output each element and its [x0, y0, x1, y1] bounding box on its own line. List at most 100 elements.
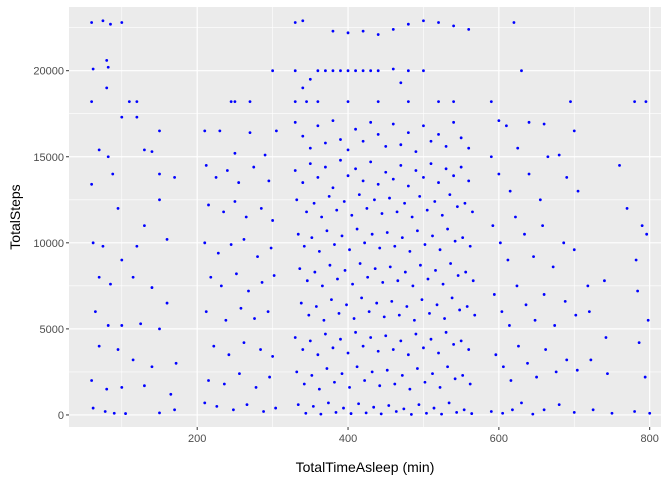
data-point — [419, 263, 422, 267]
data-point — [618, 163, 621, 167]
data-point — [97, 344, 101, 348]
data-point — [271, 219, 275, 222]
data-point — [375, 301, 379, 305]
data-point — [316, 176, 320, 179]
data-point — [385, 231, 389, 234]
data-point — [348, 386, 351, 389]
data-point — [376, 33, 380, 36]
data-point — [267, 179, 271, 183]
data-point — [116, 348, 120, 351]
data-point — [462, 408, 466, 412]
data-point — [459, 339, 463, 343]
data-point — [489, 155, 493, 159]
data-point — [406, 184, 410, 188]
data-point — [450, 296, 454, 300]
data-point — [239, 306, 243, 310]
data-point — [403, 201, 406, 205]
data-point — [106, 324, 110, 327]
gridlines — [69, 7, 661, 427]
data-point — [337, 311, 341, 315]
data-point — [325, 229, 329, 233]
data-point — [143, 384, 146, 388]
data-point — [301, 348, 305, 351]
data-point — [295, 198, 299, 202]
data-point — [357, 193, 361, 197]
data-point — [527, 172, 531, 176]
data-point — [242, 237, 246, 241]
data-point — [293, 336, 297, 339]
data-point — [491, 224, 495, 228]
data-point — [336, 277, 339, 281]
data-point — [349, 412, 353, 415]
data-point — [350, 213, 354, 217]
data-point — [391, 67, 395, 71]
data-point — [354, 167, 357, 171]
data-point — [233, 100, 237, 104]
data-point — [135, 115, 139, 119]
data-point — [331, 119, 335, 123]
data-point — [105, 387, 109, 391]
data-point — [214, 176, 218, 179]
data-point — [527, 120, 531, 124]
data-point — [238, 372, 241, 376]
data-point — [376, 69, 380, 73]
data-point — [331, 29, 335, 33]
data-point — [388, 196, 391, 200]
data-point — [640, 224, 644, 228]
data-point — [358, 262, 362, 265]
data-point — [127, 100, 131, 104]
data-point — [245, 403, 249, 407]
data-point — [400, 236, 404, 240]
data-point — [381, 281, 385, 284]
data-point — [370, 232, 374, 236]
data-point — [425, 411, 428, 415]
data-point — [441, 282, 445, 286]
data-point — [405, 305, 409, 308]
data-point — [542, 408, 546, 412]
data-point — [408, 387, 412, 391]
data-point — [497, 119, 501, 123]
data-point — [106, 65, 110, 69]
data-point — [333, 243, 336, 246]
data-point — [364, 411, 368, 415]
data-point — [165, 237, 169, 241]
data-point — [259, 206, 263, 210]
data-point — [610, 411, 614, 415]
data-point — [158, 198, 161, 202]
data-point — [361, 179, 365, 183]
data-point — [423, 243, 427, 246]
data-point — [105, 58, 109, 62]
data-point — [574, 313, 578, 317]
data-point — [446, 227, 449, 231]
data-point — [420, 298, 424, 302]
data-point — [471, 210, 474, 214]
data-point — [399, 163, 403, 167]
data-point — [542, 122, 546, 126]
data-point — [437, 132, 440, 136]
data-point — [252, 165, 256, 169]
data-point — [91, 67, 95, 71]
data-point — [254, 386, 258, 389]
data-point — [470, 412, 474, 415]
data-point — [388, 265, 392, 269]
data-point — [637, 341, 641, 345]
data-point — [218, 129, 222, 133]
data-point — [399, 81, 403, 85]
data-point — [320, 215, 324, 219]
data-point — [414, 150, 418, 153]
data-point — [406, 353, 410, 357]
data-point — [500, 310, 504, 314]
data-point — [373, 198, 376, 202]
data-point — [437, 351, 440, 355]
data-point — [320, 284, 324, 288]
data-point — [229, 100, 233, 104]
data-point — [406, 131, 410, 135]
data-point — [109, 282, 112, 286]
data-point — [464, 270, 468, 274]
data-point — [158, 327, 161, 331]
data-points — [90, 19, 652, 416]
data-point — [352, 317, 356, 320]
data-point — [489, 100, 493, 104]
data-point — [346, 148, 350, 152]
